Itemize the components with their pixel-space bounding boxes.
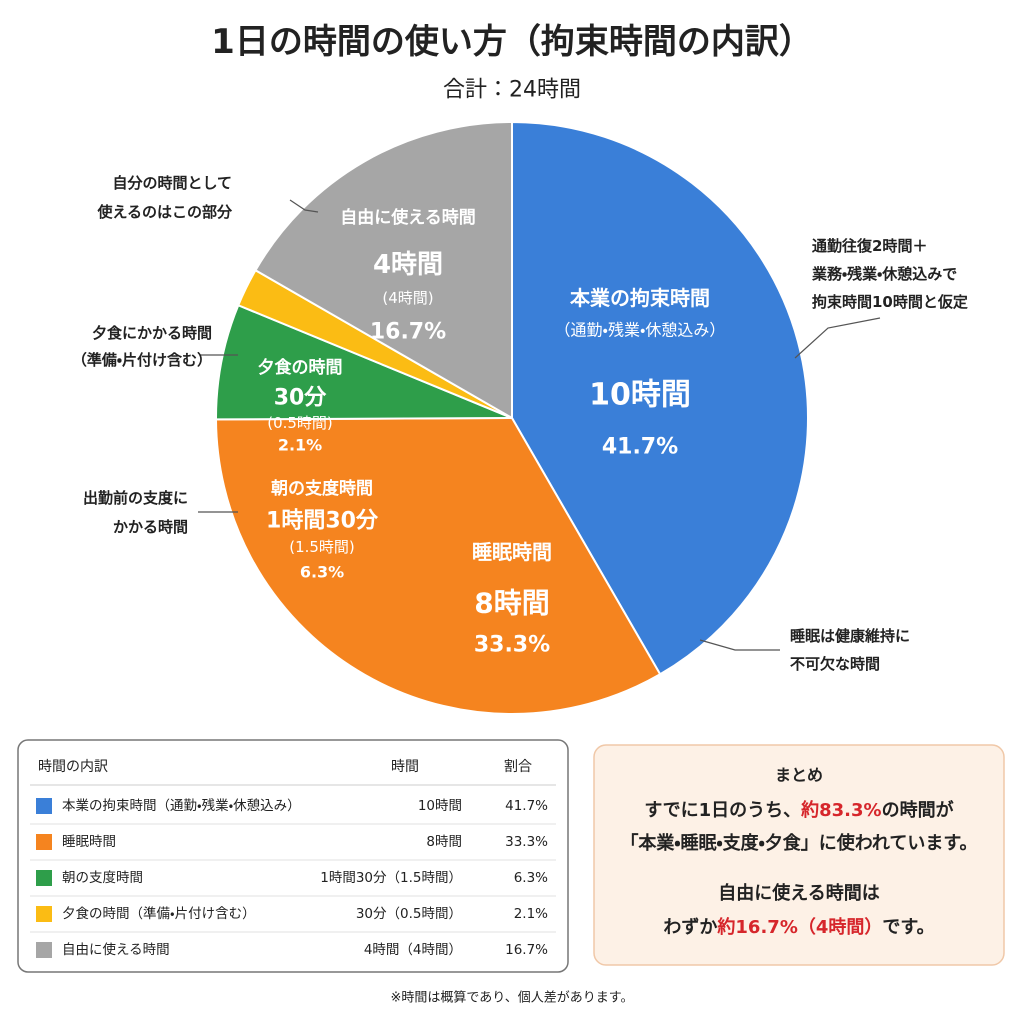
table-header: 時間の内訳: [38, 759, 108, 775]
table-cell: 10時間: [418, 798, 462, 814]
slice-value-label: 2.1%: [278, 436, 322, 455]
summary-line: わずか約16.7%（4時間）です。: [663, 916, 934, 938]
leader-line: [289, 199, 319, 213]
slice-value-label: 16.7%: [370, 320, 446, 345]
summary-segment: わずか: [663, 917, 717, 938]
leader-line: [794, 317, 881, 359]
annotation: 不可欠な時間: [790, 655, 880, 673]
annotation: 通勤往復2時間＋: [812, 237, 927, 255]
pie-slice: [254, 120, 513, 420]
table-cell: 6.3%: [514, 870, 548, 886]
legend-swatch: [36, 906, 52, 922]
slice-label: 8時間: [474, 587, 549, 620]
summary-segment: すでに1日のうち、: [644, 800, 801, 821]
annotation: 業務・残業・休憩込みで: [811, 265, 957, 283]
slice-label: (4時間): [382, 289, 433, 307]
annotation: 使えるのはこの部分: [96, 203, 233, 221]
slice-label: 1時間30分: [266, 509, 379, 534]
annotation: 出勤前の支度に: [83, 489, 188, 507]
summary-line: すでに1日のうち、約83.3%の時間が: [644, 799, 953, 821]
slice-name: 夕食の時間: [258, 357, 343, 378]
table-cell: 41.7%: [505, 798, 548, 814]
legend-swatch: [36, 798, 52, 814]
table-cell: 8時間: [426, 834, 462, 850]
annotation: 自分の時間として: [112, 174, 232, 192]
slice-label: 10時間: [589, 378, 691, 413]
slice-name: 朝の支度時間: [271, 478, 373, 499]
slice-value-label: 33.3%: [474, 633, 550, 658]
summary-title: まとめ: [775, 766, 823, 785]
chart-title: 1日の時間の使い方（拘束時間の内訳）: [211, 22, 813, 62]
summary-segment: 「本業・睡眠・支度・夕食」に使われています。: [620, 832, 977, 854]
slice-label: (0.5時間): [267, 414, 333, 432]
slice-label: （通勤・残業・休憩込み）: [555, 321, 726, 340]
table-cell: 2.1%: [514, 906, 548, 922]
slice-label: (1.5時間): [289, 538, 355, 556]
table-cell: 本業の拘束時間（通勤・残業・休憩込み）: [62, 797, 301, 814]
summary-segment: の時間が: [882, 799, 954, 821]
table-cell: 16.7%: [505, 942, 548, 958]
slice-name: 自由に使える時間: [340, 207, 476, 228]
legend-swatch: [36, 834, 52, 850]
chart-subtitle: 合計：24時間: [443, 78, 581, 103]
summary-segment: 約16.7%（4時間）: [716, 916, 882, 938]
footnote: ※時間は概算であり、個人差があります。: [391, 991, 634, 1006]
table-box: [17, 739, 569, 973]
slice-label: 4時間: [373, 250, 443, 280]
legend-swatch: [36, 870, 52, 886]
table-cell: 自由に使える時間: [62, 941, 170, 958]
pie-slice: [215, 303, 513, 421]
table-cell: 4時間（4時間）: [364, 942, 462, 958]
table-header: 時間: [391, 759, 419, 775]
summary-segment: です。: [882, 917, 934, 938]
annotation: 夕食にかかる時間: [92, 324, 212, 342]
pie-slice: [511, 120, 809, 676]
pie-slice: [214, 416, 662, 715]
table-cell: 33.3%: [505, 834, 548, 850]
summary-line: 自由に使える時間は: [718, 882, 879, 904]
annotation: 拘束時間10時間と仮定: [812, 293, 968, 311]
slice-name: 本業の拘束時間: [569, 286, 710, 310]
annotation: かかる時間: [113, 518, 188, 536]
leader-line: [699, 639, 780, 651]
slice-name: 睡眠時間: [472, 540, 552, 564]
annotation: （準備・片付け含む）: [72, 351, 212, 369]
slice-label: 30分: [274, 386, 328, 411]
summary-box: [593, 744, 1005, 966]
legend-swatch: [36, 942, 52, 958]
slice-value-label: 41.7%: [602, 435, 678, 460]
annotation: 睡眠は健康維持に: [790, 627, 910, 645]
summary-segment: 自由に使える時間は: [718, 882, 879, 904]
table-cell: 朝の支度時間: [62, 870, 143, 886]
summary-segment: 約83.3%: [800, 799, 881, 821]
table-cell: 睡眠時間: [62, 834, 116, 850]
table-cell: 1時間30分（1.5時間）: [320, 870, 462, 886]
table-cell: 30分（0.5時間）: [356, 906, 462, 922]
table-cell: 夕食の時間（準備・片付け含む）: [62, 906, 256, 922]
summary-line: 「本業・睡眠・支度・夕食」に使われています。: [620, 832, 977, 854]
table-header: 割合: [504, 759, 532, 775]
slice-value-label: 6.3%: [300, 563, 344, 582]
